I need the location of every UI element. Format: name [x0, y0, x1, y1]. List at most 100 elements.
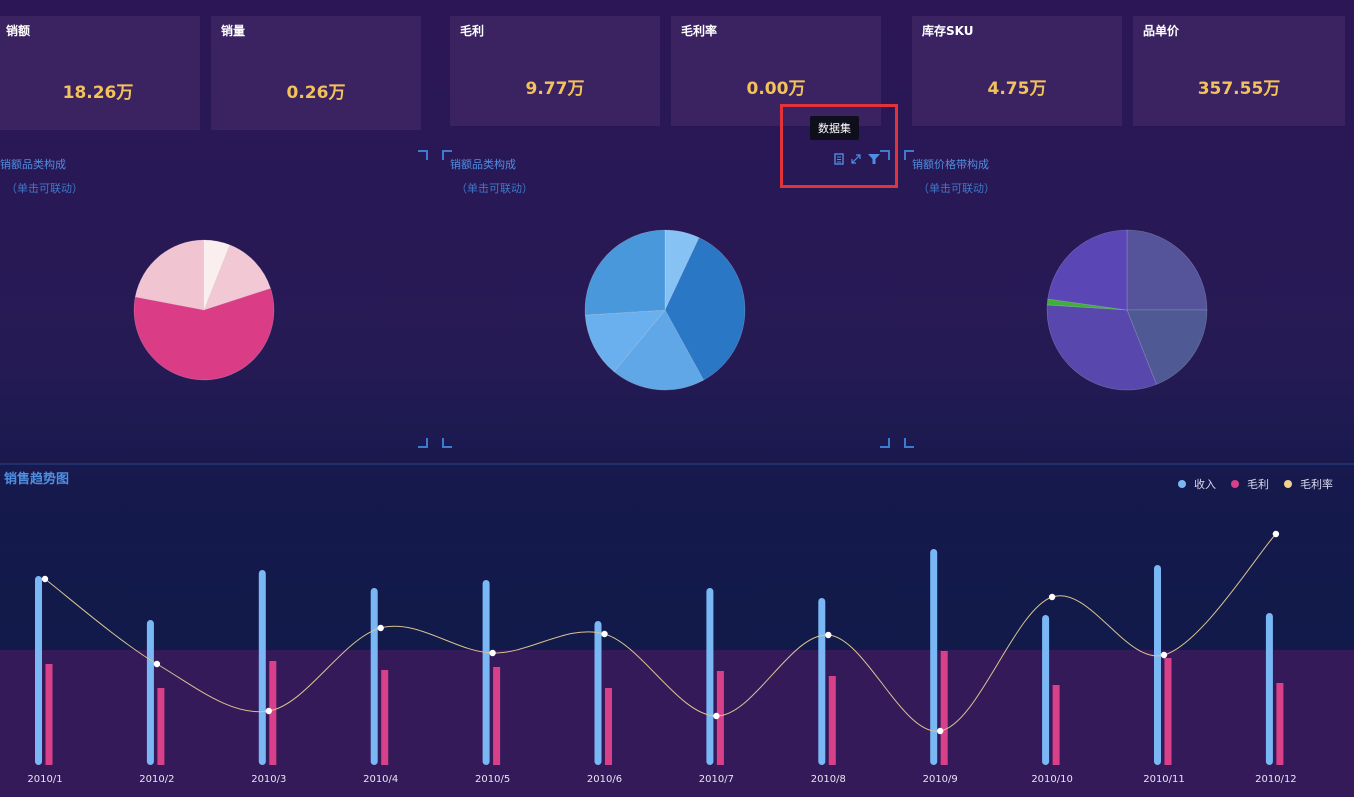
legend-dot — [1231, 480, 1239, 488]
pie-slice[interactable] — [664, 229, 700, 311]
legend-item-profit[interactable]: 毛利 — [1231, 476, 1269, 492]
kpi-value: 357.55万 — [1197, 79, 1281, 99]
x-tick-label: 2010/2 — [139, 774, 174, 785]
x-tick-label: 2010/8 — [811, 774, 846, 785]
pie-slice[interactable] — [613, 309, 704, 391]
bar-revenue[interactable] — [1154, 565, 1161, 765]
legend-item-revenue[interactable]: 收入 — [1178, 476, 1216, 492]
kpi-label: 品单价 — [1143, 24, 1180, 38]
bar-revenue[interactable] — [594, 621, 602, 765]
corner-decoration — [418, 438, 428, 448]
x-tick-label: 2010/11 — [1143, 774, 1185, 785]
legend-item-margin[interactable]: 毛利率 — [1284, 476, 1333, 492]
line-point[interactable] — [937, 727, 944, 735]
bar-profit[interactable] — [269, 661, 277, 765]
kpi-card-unit-price: 品单价 357.55万 — [1133, 16, 1345, 126]
pie-slice[interactable] — [1046, 298, 1128, 311]
pie-slice[interactable] — [203, 239, 231, 311]
filter-icon[interactable] — [868, 153, 880, 165]
corner-decoration — [880, 438, 890, 448]
panel-title: 销额价格带构成 — [912, 158, 989, 171]
bar-profit[interactable] — [828, 676, 836, 765]
legend-dot — [1178, 480, 1186, 488]
line-point[interactable] — [1048, 593, 1056, 601]
trend-chart[interactable]: 2010/1 2010/2 2010/3 2010/4 2010/5 2010/6 2010… — [0, 467, 1354, 797]
pie-slice[interactable] — [1047, 229, 1128, 311]
kpi-value: 9.77万 — [525, 79, 585, 99]
line-point[interactable] — [825, 631, 832, 639]
bar-profit[interactable] — [45, 664, 53, 765]
bar-revenue[interactable] — [1265, 613, 1273, 765]
bar-profit[interactable] — [381, 670, 389, 765]
bar-profit[interactable] — [940, 651, 948, 765]
kpi-card-gross-profit: 毛利 9.77万 — [450, 16, 660, 126]
bar-profit[interactable] — [493, 667, 501, 765]
x-tick-label: 2010/4 — [363, 774, 398, 785]
panel-toolbar — [834, 153, 880, 165]
x-tick-label: 2010/3 — [251, 774, 286, 785]
bar-profit[interactable] — [605, 688, 612, 765]
kpi-value: 4.75万 — [987, 79, 1047, 99]
expand-icon[interactable] — [851, 154, 861, 164]
trend-chart-title: 销售趋势图 — [4, 472, 70, 487]
line-point[interactable] — [601, 630, 608, 638]
pie-slice[interactable] — [133, 287, 275, 381]
line-point[interactable] — [153, 660, 161, 668]
kpi-card-sales-volume: 销量 0.26万 — [211, 16, 421, 130]
corner-decoration — [880, 150, 890, 160]
legend-dot — [1284, 480, 1292, 488]
line-gross-margin — [44, 533, 1277, 732]
x-tick-label: 2010/9 — [923, 774, 958, 785]
pie-slice[interactable] — [1046, 304, 1157, 391]
panel-subtitle: （单击可联动） — [456, 182, 533, 195]
bar-profit[interactable] — [157, 688, 165, 765]
bar-revenue[interactable] — [706, 588, 714, 765]
bar-revenue[interactable] — [1042, 615, 1050, 765]
line-point[interactable] — [377, 624, 384, 632]
panel-title: 销额品类构成 — [450, 158, 516, 171]
panel-subtitle: （单击可联动） — [6, 182, 83, 195]
bar-revenue[interactable] — [818, 598, 826, 765]
pie-slice[interactable] — [1126, 309, 1208, 385]
x-tick-label: 2010/10 — [1031, 774, 1073, 785]
legend-label: 毛利率 — [1300, 478, 1333, 491]
x-tick-label: 2010/1 — [27, 774, 62, 785]
pie-slice[interactable] — [664, 237, 746, 381]
corner-decoration — [418, 150, 428, 160]
bar-revenue[interactable] — [258, 570, 266, 765]
bar-revenue[interactable] — [146, 620, 154, 765]
kpi-card-sales-amount: 销额 18.26万 — [0, 16, 200, 130]
line-point[interactable] — [41, 575, 49, 583]
dataset-icon[interactable] — [834, 153, 844, 165]
pie-slice[interactable] — [134, 239, 205, 311]
line-point[interactable] — [713, 712, 720, 720]
bar-revenue[interactable] — [930, 549, 938, 765]
corner-decoration — [904, 150, 914, 160]
bar-profit[interactable] — [1052, 685, 1060, 765]
line-point[interactable] — [1160, 651, 1168, 659]
pie-chart[interactable] — [442, 150, 890, 448]
line-point[interactable] — [1272, 530, 1280, 538]
legend-label: 收入 — [1194, 478, 1216, 491]
line-point[interactable] — [489, 649, 496, 657]
x-tick-label: 2010/12 — [1255, 774, 1297, 785]
kpi-card-gross-margin: 毛利率 0.00万 — [671, 16, 881, 126]
corner-decoration — [904, 438, 914, 448]
pie-panel-category-1: 销额品类构成 （单击可联动） — [0, 150, 428, 448]
x-tick-label: 2010/6 — [587, 774, 622, 785]
bar-profit[interactable] — [716, 671, 724, 765]
line-point[interactable] — [265, 707, 272, 715]
pie-slice[interactable] — [584, 229, 666, 316]
pie-chart[interactable] — [0, 150, 428, 448]
bar-revenue[interactable] — [370, 588, 378, 765]
pie-slice[interactable] — [203, 244, 271, 311]
pie-panel-price-band: 销额价格带构成 （单击可联动） — [904, 150, 1354, 448]
pie-panel-category-2: 销额品类构成 （单击可联动） — [442, 150, 890, 448]
bar-profit[interactable] — [1164, 658, 1172, 765]
bar-profit[interactable] — [1276, 683, 1284, 765]
pie-slice[interactable] — [584, 309, 666, 373]
bar-revenue[interactable] — [35, 576, 42, 765]
bar-revenue[interactable] — [482, 580, 490, 765]
pie-slice[interactable] — [1126, 229, 1208, 311]
pie-chart[interactable] — [904, 150, 1354, 448]
